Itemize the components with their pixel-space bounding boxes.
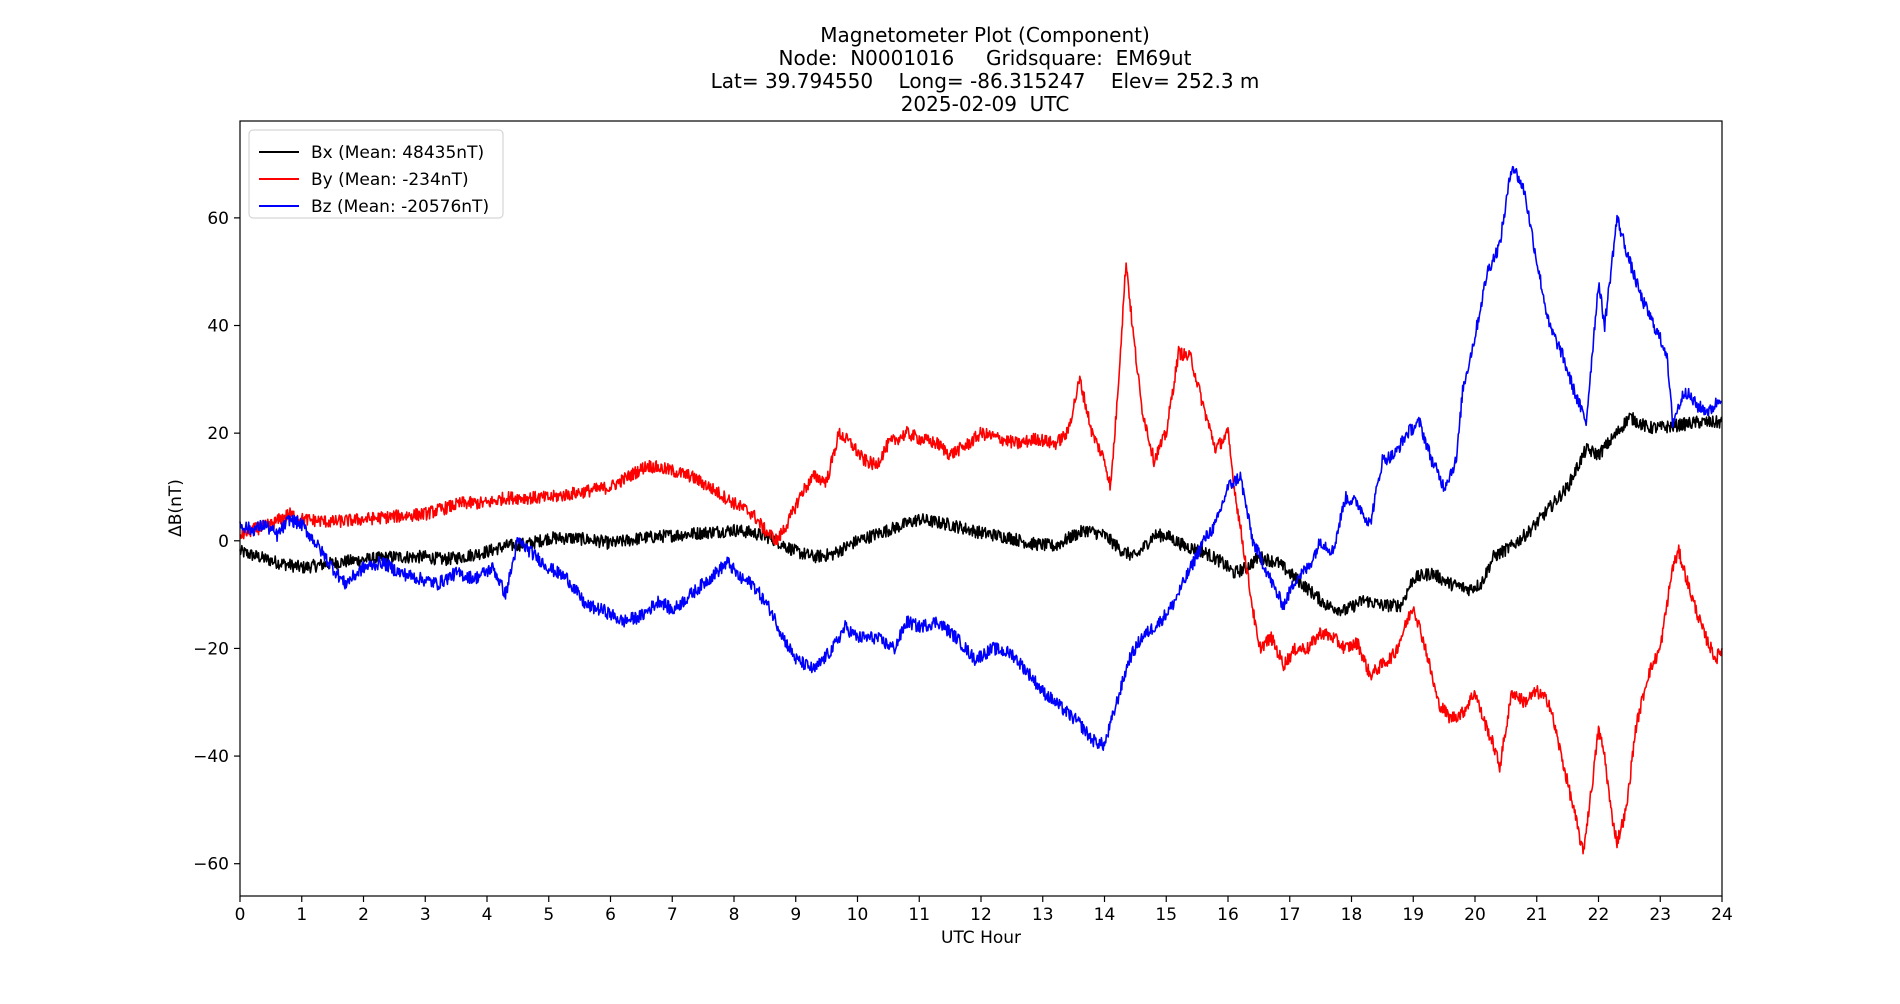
plot-frame bbox=[239, 120, 1723, 897]
x-tick-label: 14 bbox=[1094, 905, 1116, 925]
legend-label-3: Bz (Mean: -20576nT) bbox=[311, 197, 489, 217]
x-tick-label: 4 bbox=[482, 905, 493, 925]
x-tick-label: 19 bbox=[1402, 905, 1424, 925]
x-tick-label: 7 bbox=[667, 905, 678, 925]
y-tick-label: −60 bbox=[193, 855, 229, 875]
y-tick-label: −20 bbox=[193, 639, 229, 659]
x-tick-label: 22 bbox=[1588, 905, 1610, 925]
series-line-2 bbox=[239, 262, 1723, 855]
x-tick-label: 17 bbox=[1279, 905, 1301, 925]
y-axis-label: ΔB(nT) bbox=[166, 479, 186, 537]
series-line-1 bbox=[239, 412, 1723, 617]
x-axis-label: UTC Hour bbox=[941, 928, 1021, 948]
chart-subtitle-location: Lat= 39.794550 Long= -86.315247 Elev= 25… bbox=[711, 69, 1260, 93]
chart-subtitle-date: 2025-02-09 UTC bbox=[901, 92, 1070, 116]
x-tick-label: 24 bbox=[1711, 905, 1733, 925]
x-tick-label: 20 bbox=[1464, 905, 1486, 925]
y-tick-label: 0 bbox=[218, 532, 229, 552]
y-axis: −60 −40 −20 0 20 40 60 bbox=[193, 209, 240, 875]
y-tick-label: 20 bbox=[207, 424, 229, 444]
legend-label-1: Bx (Mean: 48435nT) bbox=[311, 143, 484, 163]
y-tick-label: 40 bbox=[207, 317, 229, 337]
x-tick-label: 18 bbox=[1341, 905, 1363, 925]
x-tick-label: 2 bbox=[358, 905, 369, 925]
x-tick-label: 15 bbox=[1155, 905, 1177, 925]
legend: Bx (Mean: 48435nT) By (Mean: -234nT) Bz (M… bbox=[248, 129, 504, 219]
x-tick-label: 21 bbox=[1526, 905, 1548, 925]
series-line-3 bbox=[239, 165, 1723, 752]
legend-box bbox=[248, 129, 504, 219]
x-tick-label: 13 bbox=[1032, 905, 1054, 925]
x-tick-label: 8 bbox=[729, 905, 740, 925]
chart-title-line: Magnetometer Plot (Component) bbox=[820, 23, 1150, 47]
chart-subtitle-node: Node: N0001016 Gridsquare: EM69ut bbox=[779, 46, 1192, 70]
x-tick-label: 1 bbox=[296, 905, 307, 925]
x-tick-label: 23 bbox=[1649, 905, 1671, 925]
x-tick-label: 16 bbox=[1217, 905, 1239, 925]
x-tick-label: 3 bbox=[420, 905, 431, 925]
x-tick-label: 10 bbox=[847, 905, 869, 925]
x-tick-label: 5 bbox=[543, 905, 554, 925]
x-tick-label: 11 bbox=[908, 905, 930, 925]
legend-label-2: By (Mean: -234nT) bbox=[311, 170, 469, 190]
x-tick-label: 9 bbox=[790, 905, 801, 925]
x-axis: 0 1 2 3 4 5 6 7 8 9 10 11 12 13 14 15 16 17 18 19 20 21 22 23 24 bbox=[235, 896, 1733, 925]
x-tick-label: 0 bbox=[235, 905, 246, 925]
series-group bbox=[239, 165, 1723, 855]
y-tick-label: −40 bbox=[193, 747, 229, 767]
x-tick-label: 12 bbox=[970, 905, 992, 925]
chart-title: Magnetometer Plot (Component) Node: N000… bbox=[711, 23, 1260, 116]
x-tick-label: 6 bbox=[605, 905, 616, 925]
y-tick-label: 60 bbox=[207, 209, 229, 229]
